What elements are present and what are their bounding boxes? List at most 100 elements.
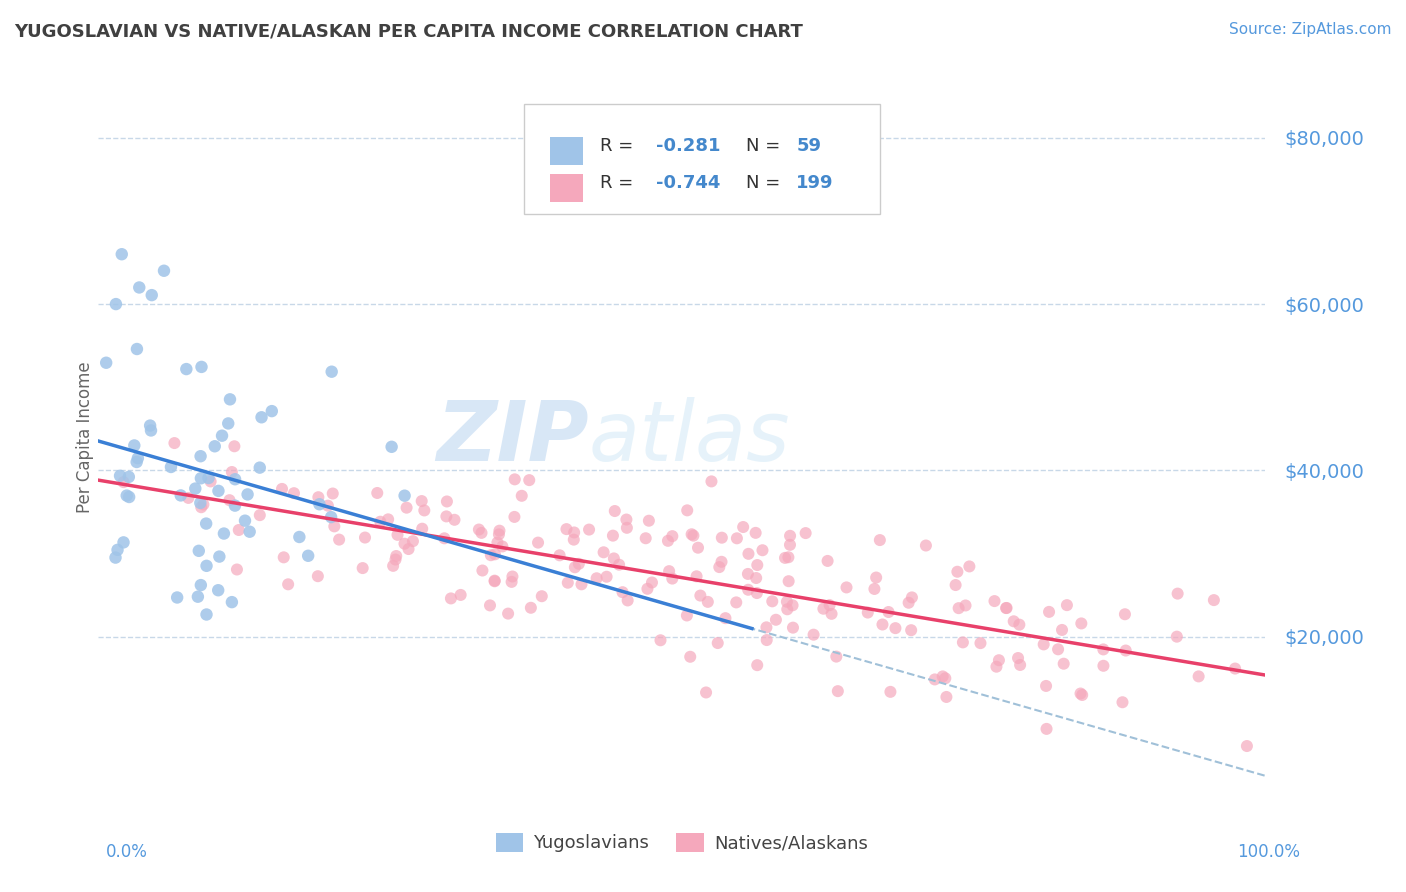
Point: [695, 685, 717, 699]
Point: [434, 509, 457, 524]
Point: [277, 577, 299, 591]
Point: [1010, 657, 1032, 672]
Point: [835, 581, 858, 595]
Point: [118, 490, 141, 504]
Point: [856, 606, 879, 620]
Point: [488, 524, 510, 538]
Point: [1115, 643, 1137, 657]
Point: [744, 525, 766, 540]
Point: [443, 513, 465, 527]
Point: [900, 623, 922, 637]
Point: [616, 593, 638, 607]
Point: [115, 489, 138, 503]
Point: [548, 549, 571, 563]
Point: [612, 585, 634, 599]
Point: [957, 559, 980, 574]
Point: [170, 488, 193, 502]
Point: [1202, 593, 1225, 607]
Point: [200, 475, 222, 489]
Point: [945, 578, 967, 592]
FancyBboxPatch shape: [550, 174, 582, 202]
Point: [308, 497, 330, 511]
Point: [634, 531, 657, 545]
Point: [387, 528, 409, 542]
Point: [385, 549, 408, 563]
Text: atlas: atlas: [589, 397, 790, 477]
Point: [779, 529, 801, 543]
Point: [177, 491, 200, 505]
Point: [413, 503, 436, 517]
Point: [820, 607, 842, 621]
Point: [794, 526, 817, 541]
Point: [924, 673, 946, 687]
Text: 0.0%: 0.0%: [105, 843, 148, 861]
Point: [884, 621, 907, 635]
Point: [517, 473, 540, 487]
Point: [751, 543, 773, 558]
Point: [486, 535, 509, 549]
Point: [260, 404, 283, 418]
Point: [217, 417, 239, 431]
Point: [153, 264, 176, 278]
Point: [104, 550, 127, 565]
Point: [676, 608, 699, 623]
Point: [188, 496, 211, 510]
Point: [1114, 607, 1136, 622]
Point: [897, 596, 920, 610]
Text: YUGOSLAVIAN VS NATIVE/ALASKAN PER CAPITA INCOME CORRELATION CHART: YUGOSLAVIAN VS NATIVE/ALASKAN PER CAPITA…: [14, 22, 803, 40]
Point: [484, 574, 506, 589]
Point: [987, 653, 1010, 667]
Point: [737, 547, 759, 561]
Point: [879, 685, 901, 699]
FancyBboxPatch shape: [550, 137, 582, 165]
Point: [501, 574, 523, 589]
Point: [366, 486, 388, 500]
Point: [827, 684, 849, 698]
Point: [190, 500, 212, 515]
Y-axis label: Per Capita Income: Per Capita Income: [76, 361, 94, 513]
Point: [323, 519, 346, 533]
Point: [689, 589, 711, 603]
Point: [709, 560, 731, 574]
Point: [141, 288, 163, 302]
Point: [952, 635, 974, 649]
Point: [321, 365, 343, 379]
Point: [190, 359, 212, 374]
Point: [411, 494, 433, 508]
Point: [1223, 662, 1246, 676]
Point: [817, 554, 839, 568]
Point: [725, 595, 748, 609]
Point: [1002, 615, 1025, 629]
Point: [706, 636, 728, 650]
Point: [208, 549, 231, 564]
Point: [1070, 686, 1092, 700]
Point: [1050, 623, 1073, 637]
Point: [139, 424, 162, 438]
Point: [747, 658, 769, 673]
Legend: Yugoslavians, Natives/Alaskans: Yugoslavians, Natives/Alaskans: [488, 826, 876, 860]
Point: [595, 570, 617, 584]
Point: [1008, 617, 1031, 632]
Point: [250, 410, 273, 425]
Point: [190, 449, 212, 463]
Point: [1047, 642, 1070, 657]
Point: [221, 465, 243, 479]
Point: [411, 522, 433, 536]
Point: [869, 533, 891, 547]
Point: [776, 595, 799, 609]
Text: R =: R =: [600, 174, 640, 192]
Point: [969, 636, 991, 650]
Point: [221, 595, 243, 609]
Point: [602, 528, 624, 542]
Point: [686, 541, 709, 555]
Point: [394, 537, 416, 551]
Point: [297, 549, 319, 563]
Point: [733, 520, 755, 534]
Point: [224, 439, 246, 453]
Point: [530, 589, 553, 603]
Point: [661, 572, 683, 586]
Point: [578, 523, 600, 537]
Point: [825, 649, 848, 664]
Point: [1056, 598, 1078, 612]
Point: [983, 594, 1005, 608]
